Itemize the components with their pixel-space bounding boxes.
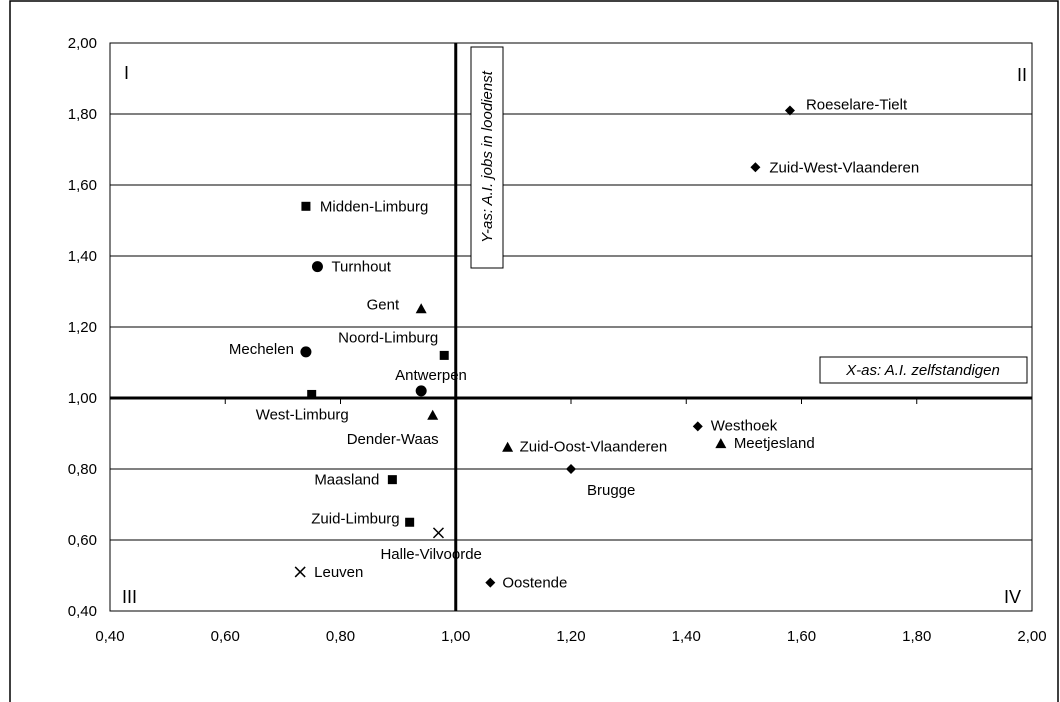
marker-cross [432,527,444,539]
gridlines [110,113,1032,541]
point-label: Midden-Limburg [320,198,428,215]
point-label: West-Limburg [256,406,349,423]
quadrant-label-ii: II [1017,65,1027,85]
point-label: Dender-Waas [347,431,439,448]
x-tick-label-0: 0,40 [95,628,124,645]
point-label: Mechelen [229,341,294,358]
chart-frame [9,0,1059,702]
y-tick-label-2: 0,80 [68,461,97,478]
y-tick-label-7: 1,80 [68,106,97,123]
marker-diamond [784,105,795,116]
marker-triangle [427,409,439,420]
point-halle-vilvoorde: Halle-Vilvoorde [380,527,482,563]
point-label: Zuid-Limburg [311,510,399,527]
quadrant-labels: I II III IV [122,63,1027,607]
point-label: Antwerpen [395,367,467,384]
y-axis-note-box [470,46,504,269]
x-tick-label-7: 1,80 [902,628,931,645]
point-roeselare-tielt: Roeselare-Tielt [784,96,908,116]
point-label: Westhoek [711,417,778,434]
marker-square [301,201,311,211]
marker-square [405,517,415,527]
axis-notes: Y-as: A.I. jobs in loodienst X-as: A.I. … [470,46,1028,384]
y-tick-label-8: 2,00 [68,35,97,52]
marker-diamond [566,464,576,474]
marker-triangle [715,438,727,449]
x-tick-label-6: 1,60 [787,628,816,645]
x-tick-label-3: 1,00 [441,628,470,645]
marker-square [387,475,397,485]
point-label: Turnhout [331,259,391,276]
marker-diamond [485,577,496,588]
crosshair-axes [109,42,1033,612]
point-midden-limburg: Midden-Limburg [301,198,428,215]
point-zuid-limburg: Zuid-Limburg [311,510,415,527]
x-axis-note-box [819,356,1028,384]
y-tick-label-0: 0,40 [68,603,97,620]
y-tick-label-4: 1,20 [68,319,97,336]
point-label: Zuid-Oost-Vlaanderen [520,439,668,456]
x-axis-note: X-as: A.I. zelfstandigen [845,362,1000,379]
point-maasland: Maasland [314,472,397,489]
y-tick-label-6: 1,60 [68,177,97,194]
point-turnhout: Turnhout [311,259,392,276]
y-tick-label-5: 1,40 [68,248,97,265]
point-label: Zuid-West-Vlaanderen [769,159,919,176]
point-leuven: Leuven [294,564,363,581]
point-noord-limburg: Noord-Limburg [338,329,449,360]
x-tick-label-1: 0,60 [211,628,240,645]
point-label: Halle-Vilvoorde [380,546,481,563]
point-meetjesland: Meetjesland [715,435,815,452]
y-tick-label-3: 1,00 [68,390,97,407]
x-tick-label-8: 2,00 [1017,628,1046,645]
point-zuid-west-vlaanderen: Zuid-West-Vlaanderen [750,159,919,176]
y-tick-label-1: 0,60 [68,532,97,549]
point-brugge: Brugge [566,464,635,499]
marker-triangle [415,303,427,314]
x-tick-label-4: 1,20 [556,628,585,645]
point-west-limburg: West-Limburg [256,389,349,423]
point-label: Brugge [587,482,635,499]
quadrant-label-iii: III [122,587,137,607]
marker-circle [415,385,427,397]
quadrant-label-iv: IV [1004,587,1021,607]
marker-circle [311,261,323,273]
point-label: Leuven [314,564,363,581]
point-westhoek: Westhoek [692,417,778,434]
point-label: Oostende [502,575,567,592]
point-zuid-oost-vlaanderen: Zuid-Oost-Vlaanderen [502,439,667,456]
marker-diamond [750,162,761,173]
point-label: Roeselare-Tielt [806,96,908,113]
marker-square [307,389,317,399]
point-oostende: Oostende [485,575,567,592]
point-label: Meetjesland [734,435,815,452]
point-label: Gent [367,296,400,313]
quadrant-label-i: I [124,63,129,83]
marker-diamond [692,421,703,432]
y-axis-note: Y-as: A.I. jobs in loodienst [479,70,496,243]
point-label: Maasland [314,472,379,489]
point-mechelen: Mechelen [229,341,312,358]
tick-labels: 0,40 0,60 0,80 1,00 1,20 1,40 1,60 1,80 2,00 0,40… [68,35,1047,645]
marker-square [439,350,449,360]
marker-circle [300,346,312,358]
x-tick-label-2: 0,80 [326,628,355,645]
point-antwerpen: Antwerpen [395,367,467,397]
marker-cross [294,566,306,578]
point-gent: Gent [367,296,427,314]
data-points: Roeselare-Tielt Zuid-West-Vlaanderen Midde… [229,96,919,591]
marker-triangle [502,441,514,452]
x-tick-label-5: 1,40 [672,628,701,645]
point-label: Noord-Limburg [338,329,438,346]
point-dender-waas: Dender-Waas [347,409,439,448]
